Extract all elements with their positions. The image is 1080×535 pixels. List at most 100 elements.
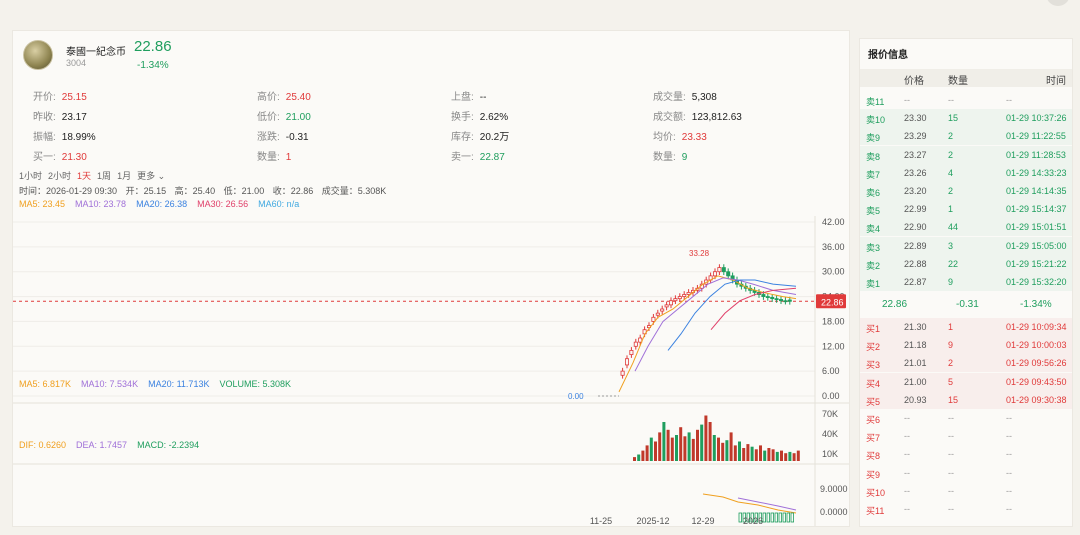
collapse-icon[interactable] [1046, 0, 1070, 6]
stat-item: 成交额: 123,812.63 [653, 108, 742, 123]
candle [779, 299, 784, 302]
legend-item: MA30: 26.56 [197, 199, 249, 209]
ask-price: 23.30 [904, 113, 927, 124]
ohlc-readout: 时间：2026-01-29 09:30 开：25.15 高：25.40 低：21… [19, 184, 392, 197]
stat-value: 5,308 [691, 92, 717, 103]
ask-row[interactable]: 卖6 23.20 2 01-29 14:14:35 [860, 182, 1072, 200]
ask-price: 22.90 [904, 222, 927, 233]
ma20-line [667, 279, 797, 351]
kline-chart[interactable]: 42.0036.0030.0024.0018.0012.006.000.0022… [13, 186, 849, 526]
bid-time: 01-29 10:00:03 [1006, 340, 1067, 351]
bid-qty: 5 [948, 376, 954, 387]
bid-price: -- [904, 431, 910, 442]
stat-item: 数量: 1 [257, 148, 291, 163]
period-tab[interactable]: 1月 [117, 171, 132, 181]
candle [682, 294, 687, 297]
volume-bar [721, 442, 725, 461]
quote-header: 价格 数量 时间 [860, 69, 1072, 87]
ask-qty: 1 [948, 204, 954, 215]
stat-label: 高价: [257, 92, 280, 103]
bid-row[interactable]: 买3 21.01 2 01-29 09:56:26 [860, 354, 1072, 373]
bid-row[interactable]: 买7 -- -- -- [860, 427, 1072, 445]
stat-label: 昨收: [33, 112, 56, 123]
stat-value: -0.31 [285, 132, 309, 143]
period-tab[interactable]: 1周 [97, 171, 112, 181]
ask-row[interactable]: 卖2 22.88 22 01-29 15:21:22 [860, 254, 1072, 273]
bid-price: -- [904, 504, 910, 514]
stat-item: 换手: 2.62% [451, 108, 508, 123]
stat-value: 9 [681, 152, 688, 163]
macd-bar [766, 512, 770, 523]
volume-bar [780, 450, 783, 461]
bid-time: 01-29 10:09:34 [1006, 322, 1067, 332]
bid-row[interactable]: 买6 -- -- -- [860, 409, 1072, 427]
stat-label: 低价: [257, 112, 280, 123]
bid-level: 买10 [866, 487, 886, 498]
ask-level: 卖11 [866, 97, 885, 107]
bid-level: 买5 [866, 396, 881, 407]
ask-time: 01-29 11:28:53 [1006, 149, 1066, 160]
period-tab[interactable]: 1天 [77, 171, 92, 181]
header-time: 时间 [1046, 76, 1066, 87]
ask-row[interactable]: 卖1 22.87 9 01-29 15:32:20 [860, 273, 1072, 291]
ask-price: 23.26 [904, 167, 927, 178]
candle [765, 296, 770, 298]
ask-time: 01-29 10:37:26 [1006, 113, 1067, 124]
candle [669, 300, 674, 306]
stat-item: 振幅: 18.99% [33, 128, 96, 143]
low-label: 0.00 [568, 392, 584, 401]
stat-label: 换手: [451, 112, 474, 123]
ask-price: 22.87 [904, 277, 927, 287]
stat-item: 成交量: 5,308 [653, 88, 717, 103]
ask-row[interactable]: 卖3 22.89 3 01-29 15:05:00 [860, 236, 1072, 255]
bid-row[interactable]: 买2 21.18 9 01-29 10:00:03 [860, 336, 1072, 355]
bid-qty: 15 [948, 394, 959, 405]
macd-bar [750, 512, 754, 523]
candle [664, 304, 669, 308]
ask-row[interactable]: 卖5 22.99 1 01-29 15:14:37 [860, 200, 1072, 219]
x-tick-label: 2025-12 [636, 516, 669, 526]
stat-item: 涨跌: -0.31 [257, 128, 309, 143]
ohlc-volume: 成交量：5.308K [321, 186, 387, 196]
ohlc-low: 低：21.00 [223, 186, 265, 196]
volume-bar [767, 448, 771, 461]
bid-row[interactable]: 买9 -- -- -- [860, 464, 1072, 482]
macd-bar [742, 512, 746, 523]
period-tabs: 1小时 2小时 1天 1周 1月 更多 ⌄ [19, 169, 171, 182]
volume-bar [784, 453, 788, 461]
ohlc-high: 高：25.40 [174, 186, 216, 196]
ask-level: 卖5 [866, 206, 881, 217]
ask-row[interactable]: 卖4 22.90 44 01-29 15:01:51 [860, 218, 1072, 237]
volume-bar [683, 436, 687, 461]
volume-bar [754, 449, 758, 461]
stock-avatar [23, 40, 53, 70]
period-tab[interactable]: 更多 ⌄ [137, 171, 166, 181]
volume-bar [670, 437, 674, 461]
price-tick-label: 12.00 [822, 341, 845, 351]
dif-line [702, 493, 797, 514]
candle [673, 298, 678, 302]
stat-label: 振幅: [33, 132, 56, 143]
period-tab[interactable]: 2小时 [48, 171, 72, 181]
volume-bar [700, 424, 704, 461]
bid-row[interactable]: 买11 -- -- -- [860, 500, 1072, 518]
bid-row[interactable]: 买10 -- -- -- [860, 482, 1072, 500]
stock-detail-panel: 泰國一紀念币 3004 22.86 -1.34% 开价: 25.15 高价: 25.4… [12, 30, 850, 527]
bid-row[interactable]: 买5 20.93 15 01-29 09:30:38 [860, 390, 1072, 409]
ask-row[interactable]: 卖10 23.30 15 01-29 10:37:26 [860, 109, 1072, 128]
ask-qty: 2 [948, 186, 954, 196]
bid-row[interactable]: 买1 21.30 1 01-29 10:09:34 [860, 318, 1072, 336]
period-tab[interactable]: 1小时 [19, 171, 43, 181]
price-tick-label: 6.00 [822, 366, 840, 376]
bid-row[interactable]: 买4 21.00 5 01-29 09:43:50 [860, 372, 1072, 391]
volume-tick-label: 70K [822, 409, 838, 419]
stat-value: 20.2万 [479, 132, 510, 143]
ask-qty: 44 [948, 222, 959, 233]
ask-row[interactable]: 卖8 23.27 2 01-29 11:28:53 [860, 145, 1072, 164]
ask-row[interactable]: 卖9 23.29 2 01-29 11:22:55 [860, 127, 1072, 146]
ask-row[interactable]: 卖7 23.26 4 01-29 14:33:23 [860, 163, 1072, 182]
ask-row[interactable]: 卖11 -- -- -- [860, 91, 1072, 109]
header-qty: 数量 [948, 76, 968, 87]
bid-qty: -- [948, 431, 954, 442]
bid-row[interactable]: 买8 -- -- -- [860, 445, 1072, 463]
